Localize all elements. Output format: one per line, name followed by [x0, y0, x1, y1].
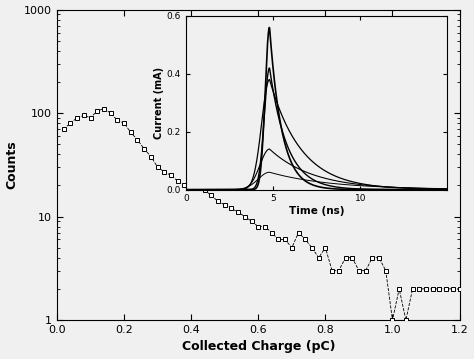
X-axis label: Collected Charge (pC): Collected Charge (pC) — [182, 340, 335, 354]
Y-axis label: Counts: Counts — [6, 140, 18, 189]
